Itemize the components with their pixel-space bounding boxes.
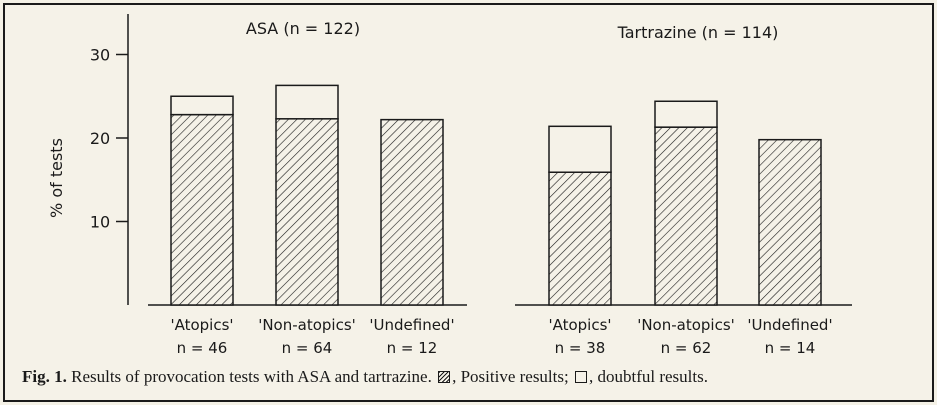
y-axis-title: % of tests bbox=[47, 138, 66, 218]
positive-bar bbox=[548, 171, 612, 306]
category-label: 'Atopics' bbox=[170, 316, 233, 334]
doubtful-bar bbox=[548, 125, 612, 173]
category-label: 'Atopics' bbox=[548, 316, 611, 334]
y-tick-label: 30 bbox=[90, 46, 110, 65]
category-label: 'Undefined' bbox=[747, 316, 832, 334]
positive-bar bbox=[654, 126, 718, 306]
asa-chart-title: ASA (n = 122) bbox=[246, 19, 360, 38]
caption-text: Results of provocation tests with ASA an… bbox=[71, 367, 432, 386]
category-n-label: n = 38 bbox=[555, 339, 606, 357]
caption-doubtful: , doubtful results. bbox=[588, 367, 708, 386]
positive-bar bbox=[758, 138, 822, 306]
category-n-label: n = 46 bbox=[177, 339, 228, 357]
caption-label: Fig. 1. bbox=[22, 367, 67, 386]
doubtful-bar bbox=[170, 95, 234, 116]
category-n-label: n = 64 bbox=[282, 339, 333, 357]
doubtful-bar bbox=[654, 100, 718, 128]
category-n-label: n = 12 bbox=[387, 339, 438, 357]
positive-bar bbox=[170, 113, 234, 306]
positive-bar bbox=[380, 118, 444, 306]
positive-legend-swatch bbox=[438, 371, 451, 383]
category-label: 'Non-atopics' bbox=[637, 316, 735, 334]
y-tick-label: 20 bbox=[90, 129, 110, 148]
positive-bar bbox=[275, 118, 339, 306]
category-n-label: n = 14 bbox=[765, 339, 816, 357]
caption-positive: , Positive results; bbox=[452, 367, 569, 386]
doubtful-legend-swatch bbox=[574, 371, 587, 383]
category-n-label: n = 62 bbox=[661, 339, 712, 357]
doubtful-bar bbox=[275, 84, 339, 120]
y-tick-label: 10 bbox=[90, 213, 110, 232]
category-label: 'Undefined' bbox=[369, 316, 454, 334]
category-label: 'Non-atopics' bbox=[258, 316, 356, 334]
tartrazine-chart-title: Tartrazine (n = 114) bbox=[617, 23, 779, 42]
figure-caption: Fig. 1. Results of provocation tests wit… bbox=[22, 367, 922, 387]
